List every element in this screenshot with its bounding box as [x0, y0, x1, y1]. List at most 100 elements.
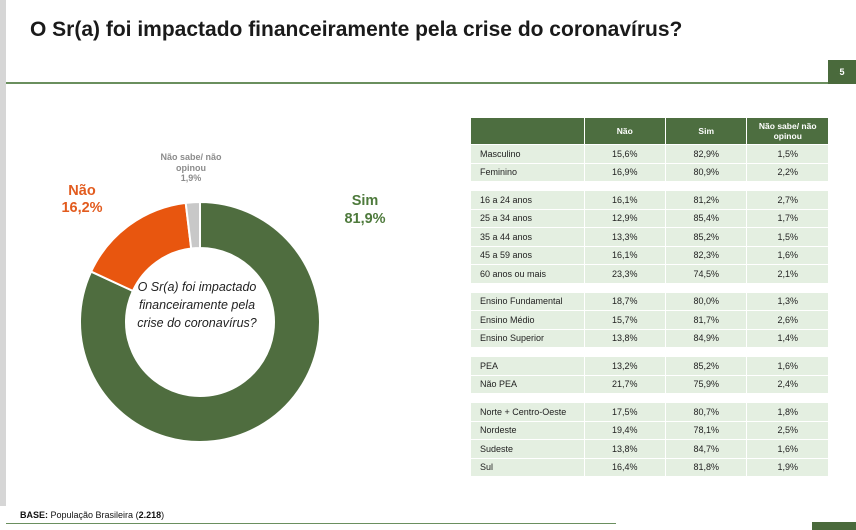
slice-label-nao-sabe-name: Não sabe/ não opinou: [160, 152, 222, 173]
table-row: 16 a 24 anos 16,1% 81,2% 2,7%: [471, 190, 828, 209]
cell-sim: 81,7%: [664, 310, 747, 329]
cell-sim: 85,2%: [664, 227, 747, 246]
cell-sim: 78,1%: [664, 420, 747, 439]
cell-sim: 81,8%: [664, 457, 747, 476]
cell-nao: 13,3%: [583, 227, 665, 246]
slice-label-nao-sabe-value: 1,9%: [180, 173, 202, 183]
cell-nao-sabe: 1,7%: [746, 208, 828, 227]
cell-nao: 12,9%: [583, 208, 665, 227]
base-close: ): [161, 510, 165, 520]
slice-nao-sabe: [184, 200, 201, 250]
cell-nao: 21,7%: [583, 374, 665, 393]
cell-category: Norte + Centro-Oeste: [471, 402, 584, 421]
base-text: População Brasileira (: [48, 510, 139, 520]
cell-nao: 23,3%: [583, 264, 665, 283]
cell-nao-sabe: 1,4%: [746, 328, 828, 347]
cell-nao-sabe: 2,4%: [746, 374, 828, 393]
breakdown-table: Não Sim Não sabe/ não opinou Masculino 15…: [471, 118, 828, 476]
cell-sim: 85,2%: [664, 356, 747, 375]
table-row: Feminino 16,9% 80,9% 2,2%: [471, 162, 828, 181]
cell-nao: 16,1%: [583, 190, 665, 209]
footer-divider: [6, 523, 616, 524]
table-row: Masculino 15,6% 82,9% 1,5%: [471, 144, 828, 163]
cell-category: 45 a 59 anos: [471, 245, 584, 264]
cell-category: 16 a 24 anos: [471, 190, 584, 209]
group-spacer: [471, 181, 828, 190]
table-row: Norte + Centro-Oeste 17,5% 80,7% 1,8%: [471, 402, 828, 421]
cell-nao: 18,7%: [583, 291, 665, 310]
cell-nao-sabe: 1,5%: [746, 144, 828, 163]
table-row: PEA 13,2% 85,2% 1,6%: [471, 356, 828, 375]
cell-sim: 80,7%: [664, 402, 747, 421]
table-row: Ensino Médio 15,7% 81,7% 2,6%: [471, 310, 828, 329]
cell-nao-sabe: 2,7%: [746, 190, 828, 209]
cell-nao-sabe: 2,2%: [746, 162, 828, 181]
cell-category: Sul: [471, 457, 584, 476]
cell-sim: 84,9%: [664, 328, 747, 347]
cell-nao-sabe: 1,3%: [746, 291, 828, 310]
group-spacer-cell: [471, 393, 828, 402]
cell-nao: 15,6%: [583, 144, 665, 163]
slice-label-sim-value: 81,9%: [344, 211, 386, 227]
cell-sim: 85,4%: [664, 208, 747, 227]
cell-sim: 82,3%: [664, 245, 747, 264]
base-count: 2.218: [138, 510, 162, 520]
table-row: Sudeste 13,8% 84,7% 1,6%: [471, 439, 828, 458]
table-row: 45 a 59 anos 16,1% 82,3% 1,6%: [471, 245, 828, 264]
header-cell-sim: Sim: [664, 118, 747, 144]
header-cell-nao: Não: [583, 118, 665, 144]
table-row: Não PEA 21,7% 75,9% 2,4%: [471, 374, 828, 393]
table-row: Ensino Superior 13,8% 84,9% 1,4%: [471, 328, 828, 347]
left-border: [0, 0, 6, 506]
cell-sim: 81,2%: [664, 190, 747, 209]
cell-nao-sabe: 2,5%: [746, 420, 828, 439]
slice-label-nao-name: Não: [68, 183, 96, 199]
header-cell-nao-sabe: Não sabe/ não opinou: [746, 118, 828, 144]
table-row: Ensino Fundamental 18,7% 80,0% 1,3%: [471, 291, 828, 310]
group-spacer-cell: [471, 181, 828, 190]
table-header-row: Não Sim Não sabe/ não opinou: [471, 118, 828, 144]
cell-category: 35 a 44 anos: [471, 227, 584, 246]
base-note: BASE: População Brasileira (2.218): [20, 510, 164, 520]
title-divider: [6, 82, 828, 84]
slice-label-nao-sabe: Não sabe/ não opinou 1,9%: [150, 152, 232, 184]
cell-sim: 80,9%: [664, 162, 747, 181]
cell-nao: 13,2%: [583, 356, 665, 375]
corner-decoration: [812, 522, 856, 530]
cell-category: Nordeste: [471, 420, 584, 439]
cell-nao: 16,1%: [583, 245, 665, 264]
base-label: BASE:: [20, 510, 49, 520]
cell-nao: 16,9%: [583, 162, 665, 181]
cell-category: 60 anos ou mais: [471, 264, 584, 283]
group-spacer: [471, 282, 828, 292]
cell-category: PEA: [471, 356, 584, 375]
slice-label-sim-name: Sim: [351, 193, 379, 209]
cell-category: Ensino Médio: [471, 310, 584, 329]
cell-nao-sabe: 1,6%: [746, 356, 828, 375]
group-spacer-cell: [471, 347, 828, 356]
table-row: 60 anos ou mais 23,3% 74,5% 2,1%: [471, 264, 828, 283]
table-row: Nordeste 19,4% 78,1% 2,5%: [471, 420, 828, 439]
header-cell-category: [471, 118, 584, 144]
cell-category: 25 a 34 anos: [471, 208, 584, 227]
cell-nao: 19,4%: [583, 420, 665, 439]
cell-nao: 16,4%: [583, 457, 665, 476]
cell-category: Sudeste: [471, 439, 584, 458]
cell-nao-sabe: 1,5%: [746, 227, 828, 246]
cell-category: Masculino: [471, 144, 584, 163]
slice-label-sim: Sim 81,9%: [337, 192, 393, 228]
slice-label-nao-value: 16,2%: [61, 200, 103, 216]
cell-nao-sabe: 1,8%: [746, 402, 828, 421]
slice-label-nao: Não 16,2%: [56, 183, 108, 217]
cell-nao: 17,5%: [583, 402, 665, 421]
group-spacer: [471, 347, 828, 356]
cell-sim: 74,5%: [664, 264, 747, 283]
donut-center-label: O Sr(a) foi impactado financeiramente pe…: [137, 280, 257, 330]
cell-sim: 84,7%: [664, 439, 747, 458]
cell-nao: 15,7%: [583, 310, 665, 329]
cell-nao: 13,8%: [583, 328, 665, 347]
cell-sim: 75,9%: [664, 374, 747, 393]
cell-category: Ensino Superior: [471, 328, 584, 347]
cell-sim: 80,0%: [664, 291, 747, 310]
